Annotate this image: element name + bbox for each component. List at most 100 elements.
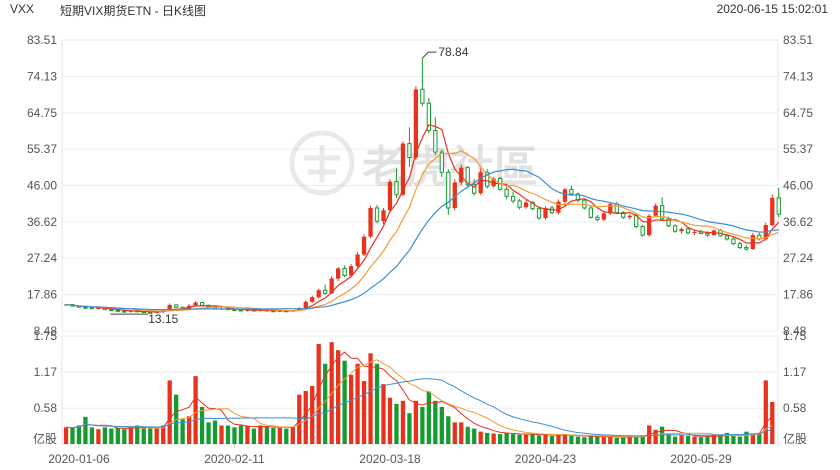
candle-body: [361, 236, 367, 255]
price-tick-right: 46.00: [783, 178, 813, 192]
volume-bar: [543, 434, 548, 444]
candle-body: [465, 167, 470, 186]
high-annotation-label: 78.84: [438, 45, 468, 59]
volume-bar: [154, 428, 159, 444]
volume-bar: [361, 381, 367, 444]
volume-bar: [310, 385, 315, 444]
candle-body: [562, 189, 568, 202]
volume-bar: [569, 435, 574, 444]
volume-bar: [63, 427, 69, 444]
candle-body: [232, 309, 237, 312]
volume-bar: [316, 344, 321, 444]
price-tick-left: 74.13: [27, 69, 57, 83]
volume-ma20-line: [65, 378, 773, 437]
candle-body: [348, 266, 354, 276]
candle-body: [536, 208, 542, 219]
x-tick-label: 2020-04-23: [515, 452, 577, 466]
volume-bar: [394, 403, 399, 444]
volume-bar: [763, 380, 768, 444]
watermark-ring: [289, 130, 355, 196]
volume-bar: [608, 436, 613, 444]
volume-bar: [400, 400, 406, 444]
volume-bar: [102, 427, 108, 444]
volume-tick-right: 1.17: [783, 365, 807, 379]
volume-bar: [180, 419, 185, 444]
candle-body: [96, 308, 101, 310]
price-tick-right: 27.24: [783, 251, 813, 265]
x-tick-label: 2020-03-18: [359, 452, 421, 466]
volume-bar: [478, 431, 483, 444]
ma5-line: [65, 124, 780, 313]
x-tick-label: 2020-05-29: [670, 452, 732, 466]
volume-bar: [387, 397, 393, 444]
volume-bar: [186, 416, 192, 444]
candle-body: [750, 235, 755, 250]
volume-bar: [510, 434, 516, 444]
volume-bar: [407, 413, 412, 444]
volume-tick-right: 1.75: [783, 329, 807, 343]
volume-bar: [148, 428, 153, 444]
candle-body: [426, 102, 431, 131]
volume-bar: [595, 436, 600, 444]
volume-bar: [277, 427, 282, 444]
candle-body: [472, 184, 477, 194]
volume-bar: [193, 376, 198, 444]
candle-body: [556, 201, 561, 213]
volume-bar: [109, 428, 114, 444]
price-tick-left: 36.62: [27, 215, 57, 229]
volume-bar: [251, 428, 257, 444]
price-tick-right: 17.86: [783, 288, 813, 302]
candle-body: [737, 243, 743, 249]
volume-bar: [685, 435, 691, 444]
volume-bar: [70, 427, 75, 444]
candle-body: [368, 207, 373, 237]
candle-body: [310, 297, 315, 302]
volume-bar: [750, 433, 755, 444]
price-tick-left: 55.37: [27, 142, 57, 156]
candle-body: [776, 197, 781, 215]
symbol-label: VXX: [10, 2, 35, 16]
candle-body: [323, 289, 328, 294]
price-tick-right: 64.75: [783, 106, 813, 120]
volume-bar: [232, 427, 237, 444]
candle-body: [122, 310, 127, 313]
candle-body: [575, 193, 581, 201]
volume-bar: [381, 384, 386, 444]
volume-bar: [491, 433, 496, 444]
candle-body: [523, 202, 529, 208]
volume-bar: [588, 435, 593, 444]
candle-body: [303, 301, 308, 309]
volume-bar: [297, 394, 302, 444]
price-tick-left: 17.86: [27, 288, 57, 302]
volume-bar: [575, 436, 581, 444]
volume-bar: [374, 363, 380, 444]
volume-bar: [770, 402, 775, 444]
candle-body: [413, 89, 419, 158]
volume-bar: [238, 425, 244, 444]
candle-body: [174, 304, 179, 308]
volume-bar: [666, 434, 671, 444]
volume-bar: [692, 436, 697, 444]
candle-body: [517, 200, 522, 208]
price-tick-right: 74.13: [783, 69, 813, 83]
volume-bar: [504, 432, 509, 444]
candle-body: [621, 212, 626, 218]
candle-body: [167, 304, 172, 311]
candle-body: [420, 88, 425, 104]
volume-bar: [614, 437, 619, 444]
volume-tick-left: 0.58: [34, 401, 58, 415]
volume-bar: [698, 437, 704, 444]
candle-body: [154, 311, 159, 313]
volume-bar: [336, 350, 341, 444]
volume-bar: [219, 425, 224, 444]
volume-bar: [724, 432, 730, 444]
ma20-line: [65, 168, 779, 311]
high-annotation-leader: [422, 51, 437, 59]
volume-bar: [355, 363, 360, 444]
candle-body: [640, 226, 645, 236]
volume-bar: [517, 434, 522, 444]
candle-body: [504, 188, 509, 197]
chart-title: 短期VIX期货ETN - 日K线图: [60, 4, 207, 18]
volume-bar: [290, 426, 295, 444]
